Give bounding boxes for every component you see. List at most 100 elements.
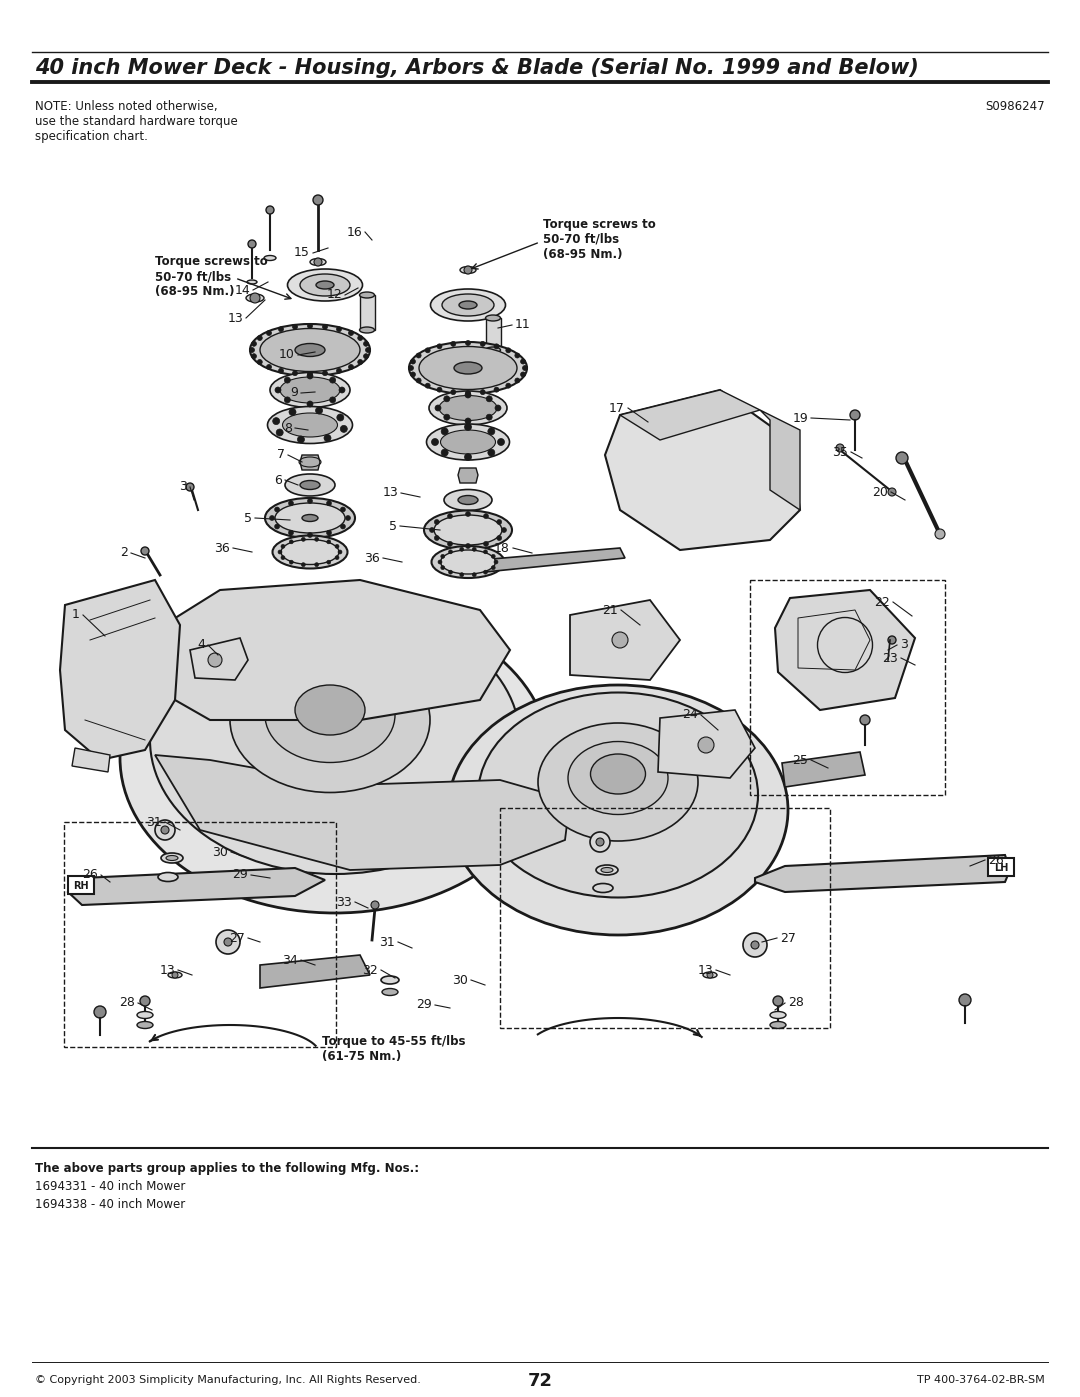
Text: 2: 2 <box>120 546 129 560</box>
Ellipse shape <box>486 314 500 321</box>
Circle shape <box>515 379 519 383</box>
Circle shape <box>289 408 296 415</box>
Ellipse shape <box>381 977 399 983</box>
Polygon shape <box>300 455 320 469</box>
Circle shape <box>307 373 313 379</box>
Ellipse shape <box>268 407 352 443</box>
Circle shape <box>484 542 488 546</box>
Text: 1694331 - 40 inch Mower: 1694331 - 40 inch Mower <box>35 1180 186 1193</box>
Circle shape <box>275 387 281 393</box>
Circle shape <box>323 370 327 376</box>
Bar <box>500 807 831 1028</box>
Circle shape <box>327 560 330 564</box>
Text: Torque screws to
50-70 ft/lbs
(68-95 Nm.): Torque screws to 50-70 ft/lbs (68-95 Nm.… <box>156 256 268 298</box>
Circle shape <box>498 439 504 446</box>
Ellipse shape <box>441 430 496 454</box>
Polygon shape <box>605 390 800 550</box>
Circle shape <box>357 335 363 341</box>
Circle shape <box>430 528 434 532</box>
Ellipse shape <box>596 865 618 875</box>
Ellipse shape <box>441 550 496 574</box>
Text: 22: 22 <box>874 595 890 609</box>
Circle shape <box>326 500 332 506</box>
Circle shape <box>186 483 194 490</box>
Circle shape <box>959 995 971 1006</box>
Text: 27: 27 <box>780 932 796 944</box>
Text: 23: 23 <box>882 651 897 665</box>
Circle shape <box>314 538 319 541</box>
Ellipse shape <box>419 346 517 390</box>
Circle shape <box>484 570 487 574</box>
Circle shape <box>279 369 283 373</box>
Text: 33: 33 <box>336 895 352 908</box>
Text: 3: 3 <box>900 638 908 651</box>
Polygon shape <box>755 855 1010 893</box>
Ellipse shape <box>438 395 497 420</box>
Text: 4: 4 <box>198 638 205 651</box>
Circle shape <box>323 324 327 330</box>
Text: 5: 5 <box>389 520 397 532</box>
Circle shape <box>281 556 285 560</box>
Text: RH: RH <box>73 882 89 891</box>
Circle shape <box>314 563 319 567</box>
Circle shape <box>257 359 262 365</box>
Circle shape <box>410 359 416 365</box>
Circle shape <box>307 401 313 407</box>
Ellipse shape <box>382 989 399 996</box>
Ellipse shape <box>770 1021 786 1028</box>
Circle shape <box>896 453 908 464</box>
Circle shape <box>284 377 291 383</box>
Polygon shape <box>190 638 248 680</box>
Circle shape <box>329 397 336 402</box>
Ellipse shape <box>568 742 669 814</box>
Text: 13: 13 <box>159 964 175 977</box>
Circle shape <box>335 556 339 560</box>
Ellipse shape <box>287 270 363 300</box>
Circle shape <box>488 427 495 434</box>
Text: 8: 8 <box>284 422 292 434</box>
Circle shape <box>465 543 471 549</box>
Ellipse shape <box>120 604 550 914</box>
Text: 72: 72 <box>527 1372 553 1390</box>
Ellipse shape <box>137 1011 153 1018</box>
Text: 13: 13 <box>382 486 399 500</box>
Text: 35: 35 <box>832 446 848 458</box>
Text: 13: 13 <box>227 312 243 324</box>
Circle shape <box>426 348 430 353</box>
Ellipse shape <box>158 873 178 882</box>
Circle shape <box>289 539 294 543</box>
Circle shape <box>836 444 843 453</box>
Ellipse shape <box>434 515 502 545</box>
Circle shape <box>329 377 336 383</box>
Text: 7: 7 <box>276 448 285 461</box>
Circle shape <box>94 1006 106 1018</box>
Circle shape <box>590 833 610 852</box>
Circle shape <box>486 395 492 402</box>
Text: S0986247: S0986247 <box>985 101 1045 113</box>
Circle shape <box>521 372 526 377</box>
Ellipse shape <box>424 510 512 549</box>
Polygon shape <box>260 956 370 988</box>
Circle shape <box>216 930 240 954</box>
Ellipse shape <box>168 972 183 978</box>
Circle shape <box>274 524 280 529</box>
Polygon shape <box>570 599 680 680</box>
Circle shape <box>515 353 519 358</box>
Ellipse shape <box>272 535 348 569</box>
Circle shape <box>315 407 323 414</box>
Circle shape <box>464 423 472 430</box>
Circle shape <box>252 341 256 346</box>
Ellipse shape <box>444 489 492 510</box>
Circle shape <box>464 265 472 274</box>
Circle shape <box>441 448 448 455</box>
Circle shape <box>447 514 453 518</box>
Text: 1: 1 <box>72 609 80 622</box>
Circle shape <box>441 566 445 570</box>
Ellipse shape <box>770 1011 786 1018</box>
Circle shape <box>426 383 430 388</box>
Circle shape <box>208 652 222 666</box>
Circle shape <box>324 434 330 441</box>
Circle shape <box>491 555 496 559</box>
Ellipse shape <box>316 281 334 289</box>
Text: TP 400-3764-02-BR-SM: TP 400-3764-02-BR-SM <box>917 1375 1045 1384</box>
